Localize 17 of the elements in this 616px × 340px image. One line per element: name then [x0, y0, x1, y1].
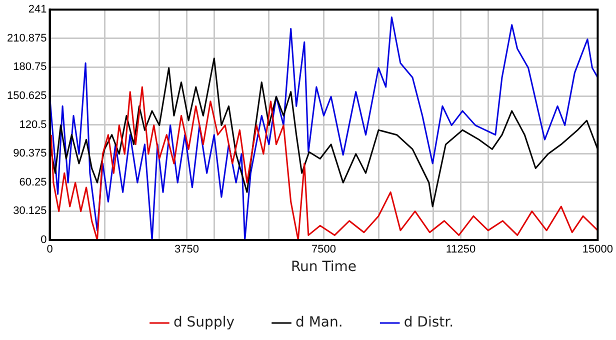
x-axis-title: Run Time	[290, 259, 357, 276]
y-tick-label: 60.25	[19, 176, 47, 188]
y-tick-label: 210.875	[6, 32, 47, 44]
y-tick-label: 150.625	[6, 90, 47, 102]
legend-label: d Distr.	[404, 314, 454, 331]
y-tick-label: 241	[28, 4, 47, 16]
x-tick-label: 7500	[311, 244, 336, 256]
y-tick-label: 90.375	[13, 148, 47, 160]
legend-label: d Man.	[296, 314, 343, 331]
legend-label: d Supply	[173, 314, 235, 331]
x-tick-label: 11250	[446, 244, 476, 256]
y-tick-label: 30.125	[13, 205, 47, 218]
y-tick-label: 0	[40, 234, 47, 246]
y-tick-label: 180.75	[13, 61, 47, 74]
x-tick-label: 3750	[174, 244, 199, 256]
y-tick-label: 120.5	[19, 118, 47, 131]
x-tick-label: 15000	[582, 244, 614, 256]
